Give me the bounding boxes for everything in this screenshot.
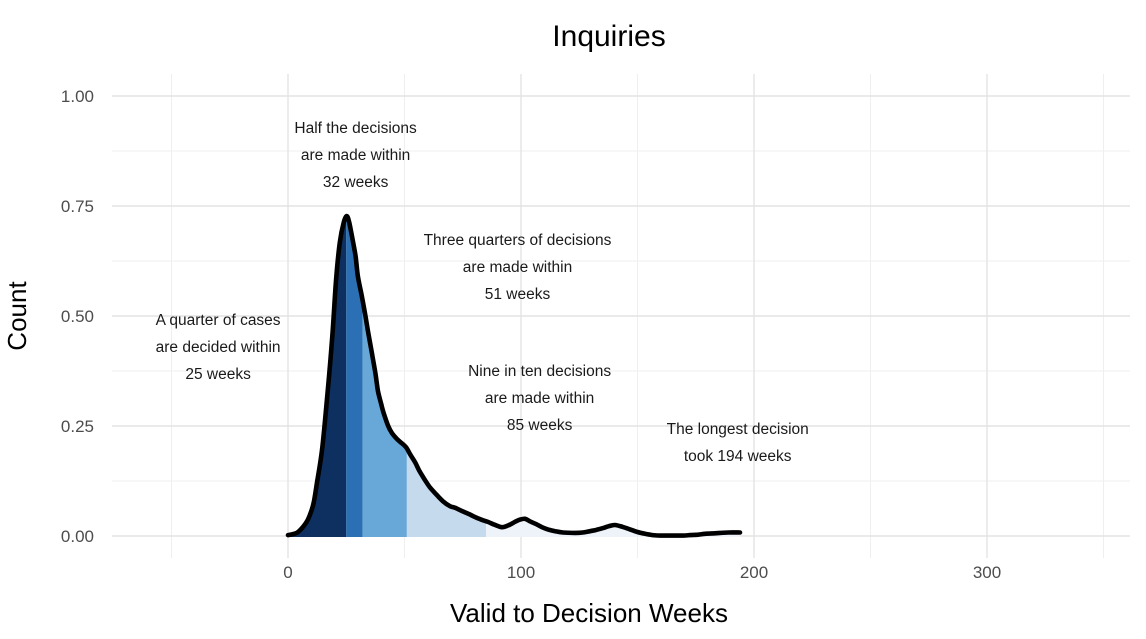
y-tick-label: 0.00 xyxy=(61,527,94,546)
annotations: A quarter of cases are decided within 25 w… xyxy=(156,120,809,465)
annotation-text: The longest decision took 194 weeks xyxy=(667,421,809,465)
y-tick-label: 0.75 xyxy=(61,197,94,216)
annotation-text: A quarter of cases are decided within 25 w… xyxy=(156,312,281,383)
chart-title: Inquiries xyxy=(552,20,665,53)
y-tick-label: 0.25 xyxy=(61,417,94,436)
annotation-text: Three quarters of decisions are made with… xyxy=(424,232,612,303)
x-tick-label: 200 xyxy=(740,563,768,582)
half-of-cases-band xyxy=(346,216,363,537)
three-quarters-band xyxy=(362,216,407,537)
y-axis-title: Count xyxy=(2,281,32,351)
quantile-bands xyxy=(288,216,740,537)
y-tick-label: 1.00 xyxy=(61,87,94,106)
density-curve xyxy=(285,213,743,538)
axis-tick-labels: 0.00 0.25 0.50 0.75 1.00 0 100 200 300 xyxy=(61,87,1001,582)
x-tick-label: 100 xyxy=(507,563,535,582)
annotation-text: Nine in ten decisions are made within 85 w… xyxy=(468,363,611,434)
tail-band xyxy=(486,216,740,537)
gridlines xyxy=(112,74,1130,558)
x-axis-title: Valid to Decision Weeks xyxy=(450,598,728,628)
annotation-text: Half the decisions are made within 32 week… xyxy=(294,120,417,191)
quarter-of-cases-band xyxy=(288,216,347,537)
y-tick-label: 0.50 xyxy=(61,307,94,326)
x-tick-label: 0 xyxy=(283,563,292,582)
x-tick-label: 300 xyxy=(973,563,1001,582)
